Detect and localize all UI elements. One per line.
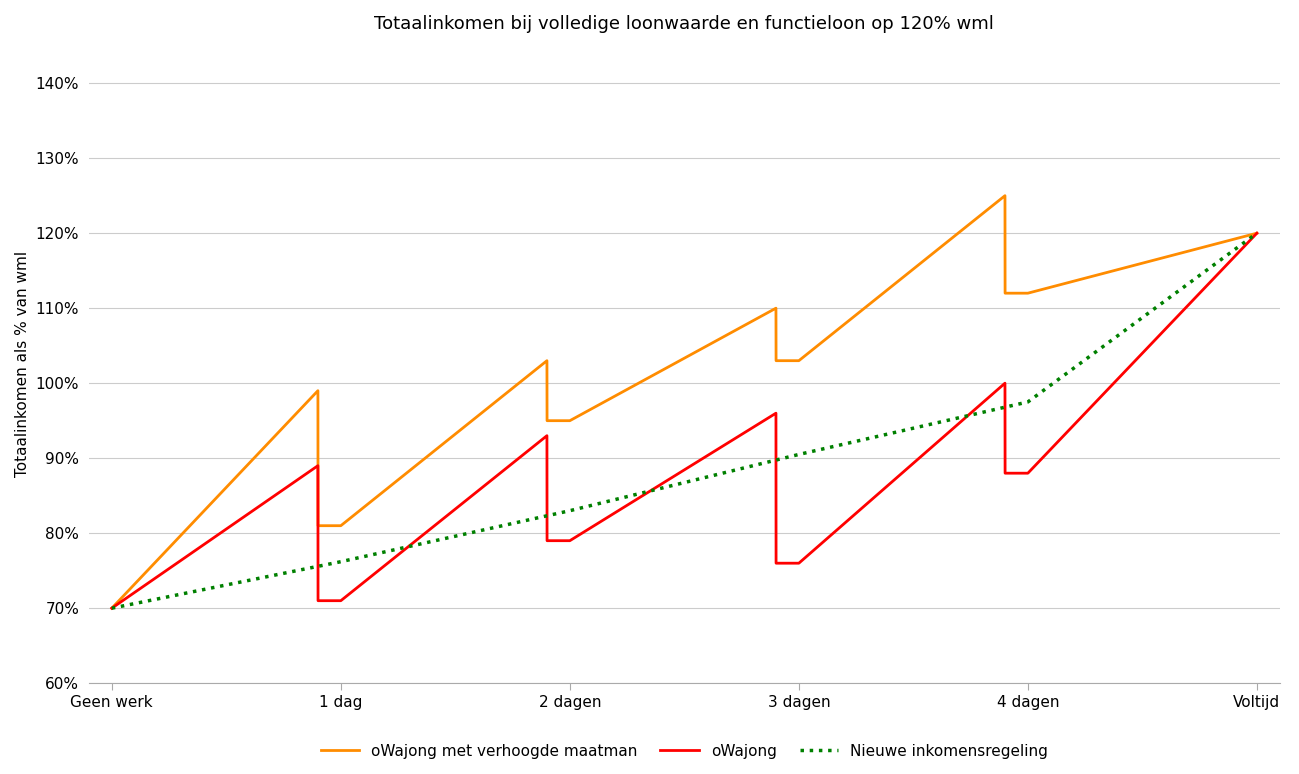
Nieuwe inkomensregeling bbox=[1020, 397, 1035, 406]
Nieuwe inkomensregeling bbox=[1250, 228, 1265, 238]
Nieuwe inkomensregeling bbox=[104, 604, 120, 613]
Line: oWajong: oWajong bbox=[112, 233, 1257, 608]
Line: Nieuwe inkomensregeling: Nieuwe inkomensregeling bbox=[112, 233, 1257, 608]
Nieuwe inkomensregeling bbox=[333, 557, 348, 567]
oWajong bbox=[494, 467, 509, 477]
Nieuwe inkomensregeling bbox=[791, 450, 807, 459]
oWajong met verhoogde maatman bbox=[494, 392, 509, 402]
oWajong bbox=[1250, 228, 1265, 238]
Line: oWajong met verhoogde maatman: oWajong met verhoogde maatman bbox=[112, 196, 1257, 608]
oWajong bbox=[963, 409, 978, 418]
oWajong bbox=[104, 604, 120, 613]
Nieuwe inkomensregeling bbox=[562, 506, 578, 515]
oWajong met verhoogde maatman bbox=[1078, 273, 1094, 283]
oWajong met verhoogde maatman bbox=[963, 219, 978, 228]
oWajong bbox=[917, 449, 933, 458]
Title: Totaalinkomen bij volledige loonwaarde en functieloon op 120% wml: Totaalinkomen bij volledige loonwaarde e… bbox=[374, 15, 994, 33]
oWajong met verhoogde maatman bbox=[998, 191, 1013, 200]
oWajong met verhoogde maatman bbox=[205, 497, 221, 506]
oWajong bbox=[1074, 412, 1090, 421]
oWajong bbox=[361, 574, 377, 583]
oWajong met verhoogde maatman bbox=[1250, 228, 1265, 238]
oWajong met verhoogde maatman bbox=[361, 498, 377, 508]
oWajong bbox=[205, 533, 221, 543]
Legend: oWajong met verhoogde maatman, oWajong, Nieuwe inkomensregeling: oWajong met verhoogde maatman, oWajong, … bbox=[314, 738, 1053, 765]
oWajong met verhoogde maatman bbox=[104, 604, 120, 613]
Y-axis label: Totaalinkomen als % van wml: Totaalinkomen als % van wml bbox=[16, 252, 30, 478]
oWajong met verhoogde maatman bbox=[917, 255, 933, 265]
